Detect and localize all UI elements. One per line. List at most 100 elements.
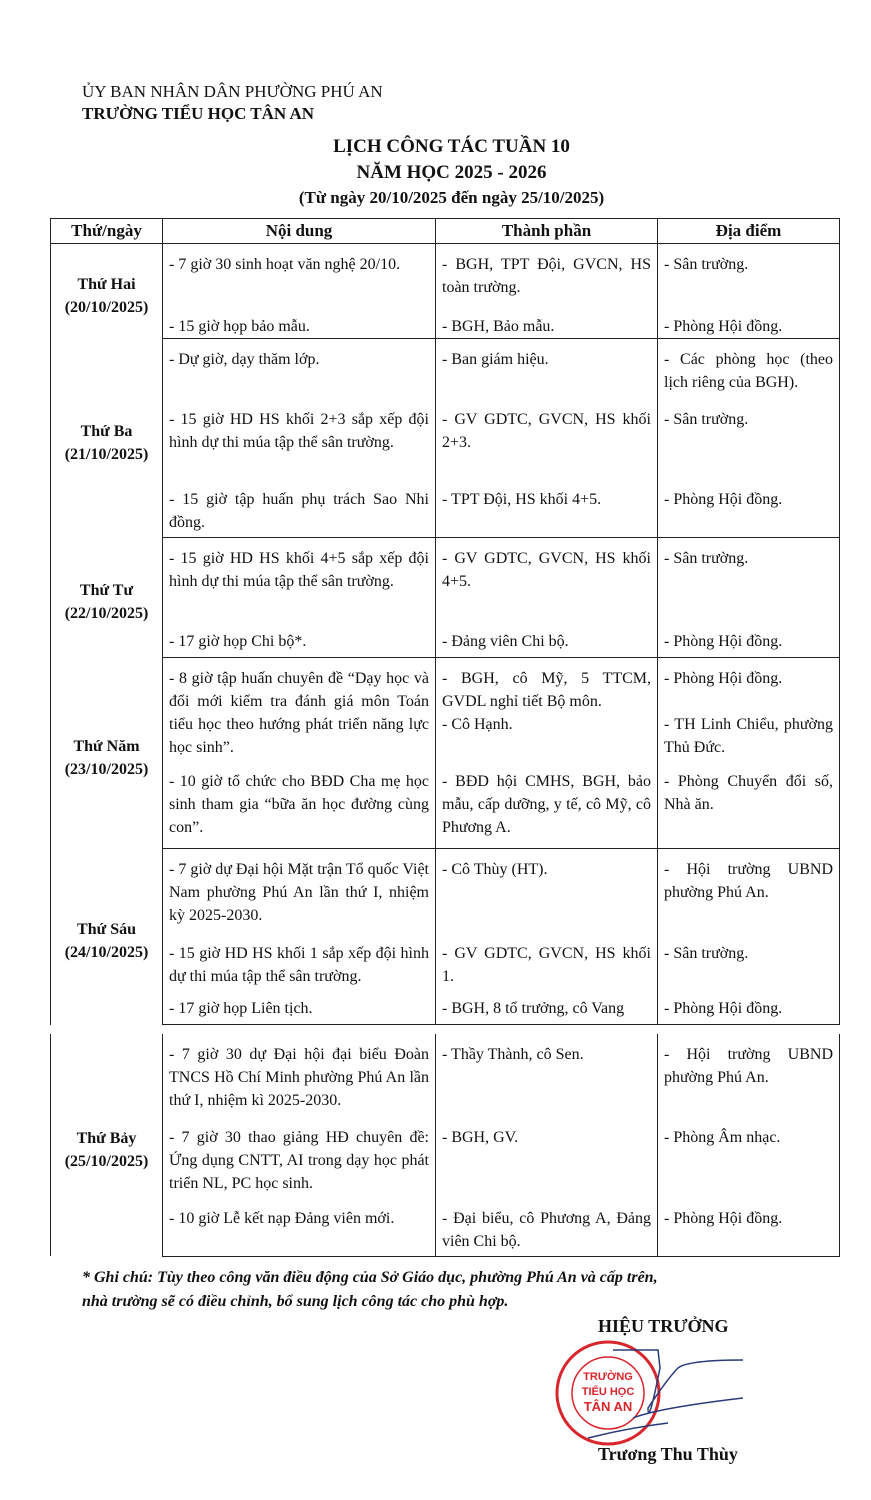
day-date: (22/10/2025) <box>64 605 149 622</box>
table-row: - 15 giờ họp bảo mẫu. - BGH, Bảo mẫu. - Ph… <box>51 305 840 339</box>
school-year: NĂM HỌC 2025 - 2026 <box>356 162 547 183</box>
place-cell: - Phòng Hội đồng. - TH Linh Chiểu, phườn… <box>657 657 840 761</box>
table-row: Thứ Ba (21/10/2025) - Dự giờ, dạy thăm lớp… <box>50 338 840 538</box>
signer-name: Trương Thu Thùy <box>598 1444 738 1464</box>
col-header-members: Thành phần <box>435 218 658 244</box>
members-cell: - BGH, 8 tổ trưởng, cô Vang <box>435 987 658 1025</box>
place-cell: - Các phòng học (theo lịch riêng của BGH… <box>657 338 840 399</box>
org-name: ỦY BAN NHÂN DÂN PHƯỜNG PHÚ AN <box>82 82 383 101</box>
table-row: Thứ Tư (22/10/2025) - 15 giờ HD HS khối 4+… <box>50 537 840 658</box>
footnote-line: * Ghi chú: Tùy theo công văn điều động c… <box>82 1269 658 1286</box>
members-cell: - GV GDTC, GVCN, HS khối 1. <box>435 932 658 988</box>
place-cell: - Phòng Hội đồng. <box>657 305 840 339</box>
school-name: TRƯỜNG TIỂU HỌC TÂN AN <box>82 104 315 123</box>
table-row: - 10 giờ tổ chức cho BĐD Cha mẹ học sinh… <box>51 760 840 849</box>
day-date: (24/10/2025) <box>64 944 149 961</box>
content-cell: - 17 giờ họp Liên tịch. <box>162 987 436 1025</box>
place-cell: - Phòng Hội đồng. <box>657 1198 840 1257</box>
col-header-content: Nội dung <box>162 218 436 244</box>
content-cell: - 7 giờ 30 sinh hoạt văn nghệ 20/10. <box>162 243 436 306</box>
date-range: (Từ ngày 20/10/2025 đến ngày 25/10/2025) <box>298 188 605 207</box>
members-cell: - BGH, Bảo mẫu. <box>435 305 658 339</box>
table-row: - 17 giờ họp Liên tịch. - BGH, 8 tổ trưởn… <box>51 987 840 1025</box>
table-row: - 7 giờ 30 thao giảng HĐ chuyên đề: Ứng … <box>51 1117 840 1198</box>
day-cell: Thứ Bảy (25/10/2025) <box>50 1034 163 1256</box>
col-header-day: Thứ/ngày <box>50 218 163 244</box>
day-date: (21/10/2025) <box>64 445 149 463</box>
content-cell: - Dự giờ, dạy thăm lớp. <box>162 338 436 399</box>
members-cell: - Cô Thùy (HT). <box>435 848 658 933</box>
day-name: Thứ Tư <box>79 582 134 599</box>
schedule-table: Thứ/ngày Nội dung Thành phần Địa điểm Th… <box>50 218 840 1025</box>
day-date: (23/10/2025) <box>64 760 149 778</box>
day-name: Thứ Hai <box>77 275 136 293</box>
day-cell: Thứ Năm (23/10/2025) <box>50 657 163 849</box>
day-date: (20/10/2025) <box>64 298 149 316</box>
members-cell: - Đại biểu, cô Phương A, Đảng viên Chi b… <box>435 1198 658 1257</box>
schedule-table-saturday: Thứ Bảy (25/10/2025) - 7 giờ 30 dự Đại hội… <box>50 1034 840 1257</box>
svg-text:TÂN AN: TÂN AN <box>584 1399 633 1414</box>
members-cell: - GV GDTC, GVCN, HS khối 2+3. <box>435 398 658 479</box>
table-header-row: Thứ/ngày Nội dung Thành phần Địa điểm <box>50 218 840 244</box>
table-row: - 15 giờ HD HS khối 1 sắp xếp đội hình d… <box>51 932 840 988</box>
place-cell: - Phòng Âm nhạc. <box>657 1117 840 1198</box>
members-cell: - TPT Đội, HS khối 4+5. <box>435 478 658 538</box>
content-cell: - 7 giờ dự Đại hội Mặt trận Tổ quốc Việt… <box>162 848 436 933</box>
members-cell: - BĐD hội CMHS, BGH, bảo mẫu, cấp dưỡng,… <box>435 760 658 849</box>
content-cell: - 15 giờ HD HS khối 2+3 sắp xếp đội hình… <box>162 398 436 479</box>
content-cell: - 10 giờ Lễ kết nạp Đảng viên mới. <box>162 1198 436 1257</box>
place-cell: - Sân trường. <box>657 398 840 479</box>
place-cell: - Phòng Chuyển đổi số, Nhà ăn. <box>657 760 840 849</box>
day-cell: Thứ Hai (20/10/2025) <box>50 243 163 339</box>
day-cell: Thứ Sáu (24/10/2025) <box>50 848 163 1025</box>
table-row: - 15 giờ HD HS khối 2+3 sắp xếp đội hình… <box>51 398 840 479</box>
day-name: Thứ Ba <box>80 422 133 440</box>
table-row: - 15 giờ tập huấn phụ trách Sao Nhi đồng… <box>51 478 840 538</box>
place-cell: - Phòng Hội đồng. <box>657 478 840 538</box>
members-cell: - GV GDTC, GVCN, HS khối 4+5. <box>435 537 658 621</box>
svg-text:TIỂU HỌC: TIỂU HỌC <box>582 1385 635 1398</box>
day-name: Thứ Năm <box>73 737 140 755</box>
table-row: Thứ Bảy (25/10/2025) - 7 giờ 30 dự Đại hội… <box>50 1034 840 1256</box>
members-cell: - BGH, cô Mỹ, 5 TTCM, GVDL nghỉ tiết Bộ … <box>435 657 658 761</box>
svg-text:TRƯỜNG: TRƯỜNG <box>583 1370 633 1383</box>
col-header-place: Địa điểm <box>657 218 840 244</box>
day-name: Thứ Bảy <box>76 1129 137 1147</box>
place-cell: - Sân trường. <box>657 243 840 306</box>
content-cell: - 15 giờ tập huấn phụ trách Sao Nhi đồng… <box>162 478 436 538</box>
content-cell: - 15 giờ họp bảo mẫu. <box>162 305 436 339</box>
table-row: Thứ Hai (20/10/2025) - 7 giờ 30 sinh hoạt … <box>50 243 840 339</box>
footnote-line: nhà trường sẽ có điều chỉnh, bổ sung lịc… <box>82 1293 509 1310</box>
content-cell: - 7 giờ 30 thao giảng HĐ chuyên đề: Ứng … <box>162 1117 436 1198</box>
doc-title: LỊCH CÔNG TÁC TUẦN 10 <box>333 136 570 157</box>
school-stamp-and-signature: TRƯỜNG TIỂU HỌC TÂN AN <box>555 1340 744 1446</box>
members-cell: - Ban giám hiệu. <box>435 338 658 399</box>
table-row: Thứ Sáu (24/10/2025) - 7 giờ dự Đại hội Mặ… <box>50 848 840 1025</box>
day-cell: Thứ Ba (21/10/2025) <box>50 338 163 538</box>
members-cell: - BGH, TPT Đội, GVCN, HS toàn trường. <box>435 243 658 306</box>
place-cell: - Hội trường UBND phường Phú An. <box>657 848 840 933</box>
table-row: - 10 giờ Lễ kết nạp Đảng viên mới. - Đại … <box>51 1198 840 1257</box>
place-cell: - Phòng Hội đồng. <box>657 620 840 658</box>
content-cell: - 7 giờ 30 dự Đại hội đại biểu Đoàn TNCS… <box>162 1034 436 1117</box>
members-cell: - Thầy Thành, cô Sen. <box>435 1034 658 1117</box>
day-date: (25/10/2025) <box>64 1152 149 1170</box>
members-cell: - Đảng viên Chi bộ. <box>435 620 658 658</box>
content-cell: - 8 giờ tập huấn chuyên đề “Dạy học và đ… <box>162 657 436 761</box>
signature-title: HIỆU TRƯỞNG <box>598 1316 729 1336</box>
content-cell: - 15 giờ HD HS khối 4+5 sắp xếp đội hình… <box>162 537 436 621</box>
table-row: - 17 giờ họp Chi bộ*. - Đảng viên Chi bộ.… <box>51 620 840 658</box>
place-cell: - Phòng Hội đồng. <box>657 987 840 1025</box>
content-cell: - 17 giờ họp Chi bộ*. <box>162 620 436 658</box>
table-row: Thứ Năm (23/10/2025) - 8 giờ tập huấn chuy… <box>50 657 840 849</box>
place-cell: - Sân trường. <box>657 932 840 988</box>
content-cell: - 10 giờ tổ chức cho BĐD Cha mẹ học sinh… <box>162 760 436 849</box>
day-cell: Thứ Tư (22/10/2025) <box>50 537 163 658</box>
place-cell: - Sân trường. <box>657 537 840 621</box>
members-cell: - BGH, GV. <box>435 1117 658 1198</box>
day-name: Thứ Sáu <box>77 921 136 938</box>
content-cell: - 15 giờ HD HS khối 1 sắp xếp đội hình d… <box>162 932 436 988</box>
place-cell: - Hội trường UBND phường Phú An. <box>657 1034 840 1117</box>
footnote: * Ghi chú: Tùy theo công văn điều động c… <box>82 1266 658 1314</box>
